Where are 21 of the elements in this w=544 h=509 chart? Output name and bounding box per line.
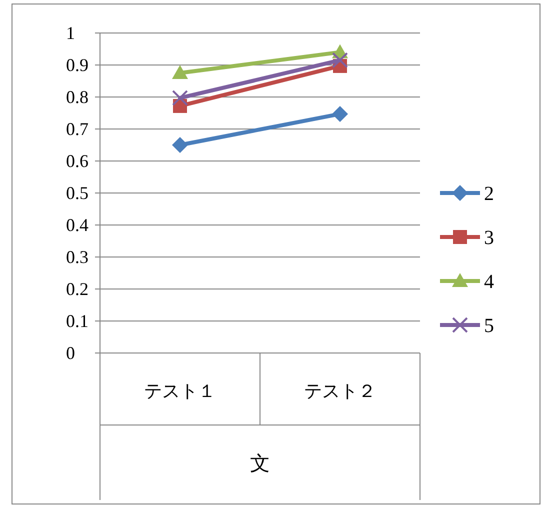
y-tick-label: 0.5 — [66, 183, 88, 203]
x-axis-title: 文 — [250, 453, 270, 475]
point — [332, 106, 348, 122]
y-tick-label: 1 — [66, 23, 75, 43]
x-tick-label: テスト１ — [144, 381, 216, 401]
y-tick-label: 0.8 — [66, 87, 88, 107]
legend-label: 4 — [484, 271, 494, 293]
point — [172, 137, 188, 153]
y-tick-label: 0.7 — [66, 119, 88, 139]
y-tick-label: 0.9 — [66, 55, 88, 75]
y-tick-label: 0 — [66, 343, 75, 363]
point — [172, 90, 188, 106]
y-tick-label: 0.1 — [66, 311, 88, 331]
legend-label: 5 — [484, 315, 494, 337]
x-tick-label: テスト２ — [304, 381, 376, 401]
y-tick-label: 0.6 — [66, 151, 88, 171]
y-tick-label: 0.2 — [66, 279, 88, 299]
legend-label: 3 — [484, 227, 494, 249]
y-tick-label: 0.3 — [66, 247, 88, 267]
y-tick-label: 0.4 — [66, 215, 88, 235]
legend-label: 2 — [484, 183, 494, 205]
